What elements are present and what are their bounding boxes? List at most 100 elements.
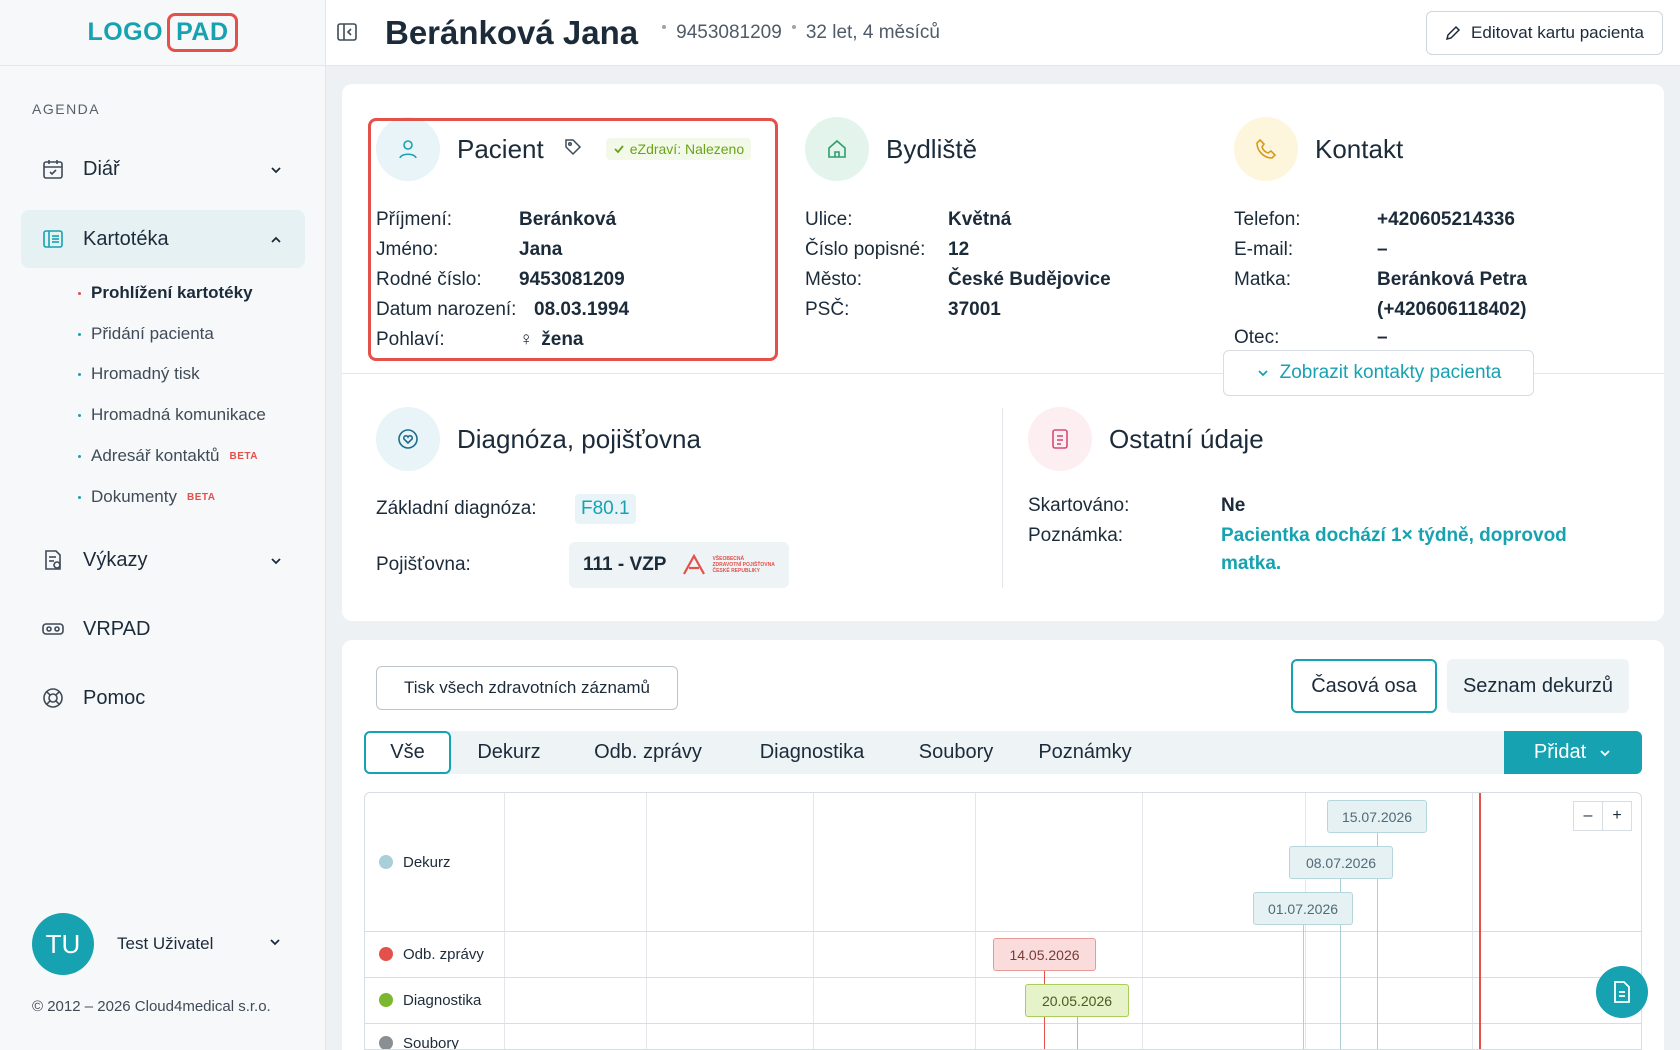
- sidebar-item-label: Kartotéka: [83, 227, 169, 250]
- record-tabs: Vše Dekurz Odb. zprávy Diagnostika Soubo…: [364, 731, 1642, 774]
- timeline-event-diagnostika[interactable]: 20.05.2026: [1025, 984, 1129, 1017]
- home-icon: [805, 117, 869, 181]
- diagnosis-section-title: Diagnóza, pojišťovna: [457, 423, 701, 454]
- tab-odb-zpravy[interactable]: Odb. zprávy: [594, 741, 702, 763]
- insurer-field: Pojišťovna: 111 - VZP VŠEOBECNÁ ZDRAVOTNÍ…: [376, 542, 789, 588]
- insurer-badge: 111 - VZP VŠEOBECNÁ ZDRAVOTNÍ POJIŠŤOVNA Č…: [569, 542, 789, 588]
- diagnosis-code[interactable]: F80.1: [575, 494, 636, 524]
- calendar-icon: [41, 157, 65, 181]
- sidebar-item-vrpad[interactable]: VRPAD: [21, 600, 305, 658]
- show-contacts-button[interactable]: Zobrazit kontakty pacienta: [1223, 350, 1534, 396]
- sidebar-item-label: VRPAD: [83, 617, 151, 640]
- header-age: 32 let, 4 měsíců: [805, 21, 940, 43]
- diagnosis-fields: Základní diagnóza: F80.1: [376, 493, 636, 525]
- zoom-in-button[interactable]: +: [1602, 801, 1632, 831]
- view-timeline-button[interactable]: Časová osa: [1291, 659, 1437, 713]
- timeline-event-odb-zprava[interactable]: 14.05.2026: [993, 938, 1096, 971]
- section-label-agenda: AGENDA: [32, 101, 101, 117]
- sidebar-item-vykazy[interactable]: Výkazy: [21, 531, 305, 589]
- zoom-out-button[interactable]: –: [1573, 801, 1603, 831]
- logo-text-left: LOGO: [87, 18, 164, 46]
- tab-dekurz[interactable]: Dekurz: [477, 741, 541, 763]
- tab-diagnostika[interactable]: Diagnostika: [759, 741, 865, 763]
- other-fields: Skartováno: Ne Poznámka: Pacientka dochází…: [1028, 495, 1567, 574]
- sidebar-subitem-hromadny-tisk[interactable]: Hromadný tisk: [78, 364, 200, 384]
- page-header: Beránková Jana 9453081209 32 let, 4 měsí…: [326, 0, 1680, 66]
- insurer-name: 111 - VZP: [583, 554, 667, 575]
- address-fields: Ulice: Květná Číslo popisné: 12 Město: Česk…: [805, 209, 1111, 320]
- tab-vse[interactable]: Vše: [364, 731, 451, 774]
- patient-section-title: Pacient: [457, 133, 544, 164]
- other-section-title: Ostatní údaje: [1109, 423, 1264, 454]
- timeline-row-diag: Diagnostika: [365, 977, 505, 1023]
- patient-birth-number: 9453081209: [519, 269, 625, 290]
- contact-email: –: [1377, 239, 1388, 260]
- copyright: © 2012 – 2026 Cloud4medical s.r.o.: [32, 998, 271, 1015]
- edit-patient-button[interactable]: Editovat kartu pacienta: [1426, 11, 1663, 55]
- sidebar-subitem-prohlizeni[interactable]: Prohlížení kartotéky: [78, 283, 253, 303]
- sidebar-item-kartoteka[interactable]: Kartotéka: [21, 210, 305, 268]
- contact-father: –: [1377, 326, 1388, 348]
- chevron-down-icon: [1600, 749, 1610, 756]
- timeline-event-dekurz[interactable]: 01.07.2026: [1253, 892, 1353, 925]
- vr-headset-icon: [41, 617, 65, 641]
- today-marker: [1479, 793, 1481, 1049]
- contact-section-title: Kontakt: [1315, 133, 1404, 164]
- sidebar-item-label: Pomoc: [83, 686, 146, 709]
- add-record-button[interactable]: Přidat: [1504, 731, 1642, 774]
- address-section-title: Bydliště: [886, 133, 978, 164]
- contact-section-header: Kontakt: [1234, 117, 1403, 181]
- chevron-down-icon: [269, 551, 283, 574]
- page-title: Beránková Jana: [385, 13, 639, 51]
- tag-icon[interactable]: [564, 138, 582, 161]
- report-icon: [41, 548, 65, 572]
- patient-section-header: Pacient eZdraví: Nalezeno: [376, 117, 752, 181]
- document-icon: [1028, 407, 1092, 471]
- address-street: Květná: [948, 209, 1012, 230]
- timeline-event-dekurz[interactable]: 08.07.2026: [1289, 846, 1393, 879]
- patient-fields: Příjmení: Beránková Jméno: Jana Rodné čísl…: [376, 209, 630, 350]
- address-section-header: Bydliště: [805, 117, 977, 181]
- sidebar-toggle-icon[interactable]: [336, 21, 360, 45]
- pencil-icon: [1446, 25, 1461, 41]
- sidebar-subitem-pridani[interactable]: Přidání pacienta: [78, 324, 214, 344]
- sidebar-item-label: Diář: [83, 157, 120, 180]
- sidebar-subitem-dokumenty[interactable]: Dokumenty BETA: [78, 487, 215, 507]
- patient-gender: žena: [541, 329, 584, 350]
- vzp-logo: VŠEOBECNÁ ZDRAVOTNÍ POJIŠŤOVNA ČESKÉ REPUB…: [682, 554, 775, 576]
- tab-soubory[interactable]: Soubory: [918, 741, 994, 763]
- timeline-row-odb: Odb. zprávy: [365, 931, 505, 977]
- contact-mother: Beránková Petra: [1377, 269, 1527, 290]
- sidebar-subitem-hromadna-komunikace[interactable]: Hromadná komunikace: [78, 405, 266, 425]
- timeline-row-soubory: Soubory: [365, 1023, 505, 1049]
- check-icon: [614, 145, 624, 154]
- contact-phone[interactable]: +420605214336: [1377, 209, 1515, 230]
- beta-badge: BETA: [186, 491, 216, 503]
- chevron-up-icon: [269, 230, 283, 253]
- print-all-records-button[interactable]: Tisk všech zdravotních záznamů: [376, 666, 678, 710]
- records-timeline[interactable]: Dekurz Odb. zprávy Diagnostika Soubory 1…: [364, 792, 1642, 1050]
- floating-document-button[interactable]: [1596, 966, 1648, 1018]
- timeline-event-dekurz[interactable]: 15.07.2026: [1327, 800, 1427, 833]
- header-birth-number: 9453081209: [676, 21, 782, 43]
- diagnosis-section-header: Diagnóza, pojišťovna: [376, 407, 701, 471]
- view-list-button[interactable]: Seznam dekurzů: [1447, 659, 1629, 713]
- patient-birth-date: 08.03.1994: [534, 299, 630, 320]
- logo[interactable]: LOGO PAD: [0, 0, 325, 66]
- person-icon: [376, 117, 440, 181]
- sidebar-item-pomoc[interactable]: Pomoc: [21, 669, 305, 727]
- contact-mother-phone: (+420606118402): [1377, 299, 1527, 320]
- user-menu[interactable]: TU Test Uživatel: [32, 913, 282, 975]
- patient-highlight-box: [368, 118, 778, 361]
- patient-firstname: Jana: [519, 239, 563, 260]
- tab-poznamky[interactable]: Poznámky: [1038, 741, 1132, 763]
- other-section-header: Ostatní údaje: [1028, 407, 1264, 471]
- ezdravi-status-badge: eZdraví: Nalezeno: [605, 138, 752, 160]
- note-value: Pacientka dochází 1× týdně, doprovod: [1221, 525, 1567, 546]
- address-zip: 37001: [948, 299, 1001, 320]
- sidebar-item-diar[interactable]: Diář: [21, 140, 305, 198]
- avatar: TU: [32, 913, 94, 975]
- sidebar-item-label: Výkazy: [83, 548, 148, 571]
- address-number: 12: [948, 239, 970, 260]
- sidebar-subitem-adresar[interactable]: Adresář kontaktů BETA: [78, 446, 258, 466]
